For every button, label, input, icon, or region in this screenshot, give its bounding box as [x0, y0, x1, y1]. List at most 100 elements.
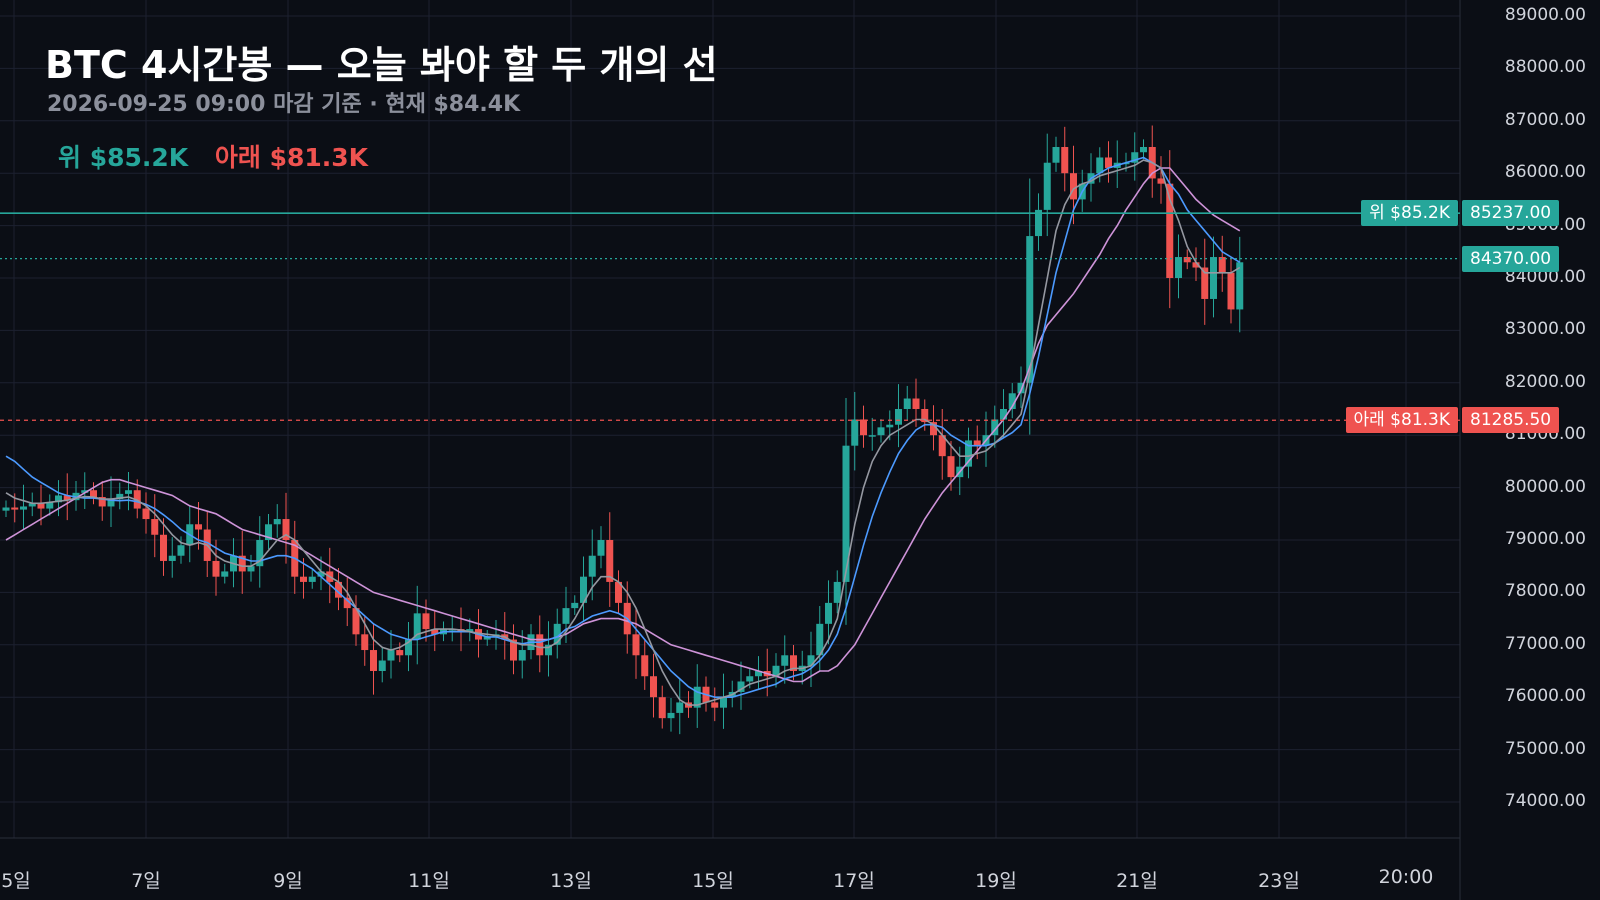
candle-body — [168, 555, 176, 561]
y-tick-label: 89000.00 — [1504, 5, 1586, 25]
candle-body — [212, 560, 220, 577]
x-tick-label: 5일 — [1, 870, 31, 892]
candle-body — [142, 508, 150, 520]
candle-body — [1157, 178, 1165, 184]
candle-body — [615, 581, 622, 603]
x-tick-label: 23일 — [1258, 870, 1300, 892]
candle-body — [947, 456, 955, 478]
price-line-label-lower: 아래 $81.3K — [1345, 407, 1458, 434]
x-tick-label: 21일 — [1116, 870, 1158, 892]
candle-body — [1052, 147, 1060, 163]
candle-body — [930, 422, 937, 436]
candle-body — [1227, 272, 1235, 310]
y-tick-label: 82000.00 — [1504, 371, 1586, 392]
candle-body — [851, 419, 859, 446]
y-tick-label: 83000.00 — [1504, 319, 1586, 340]
candle-body — [580, 576, 587, 603]
candle-body — [938, 435, 946, 457]
y-tick-label: 86000.00 — [1504, 162, 1586, 183]
y-tick-label: 87000.00 — [1504, 109, 1586, 130]
x-tick-label: 9일 — [273, 870, 303, 892]
y-tick-label: 76000.00 — [1504, 686, 1586, 707]
candle-body — [720, 697, 727, 708]
candle-body — [658, 697, 666, 719]
candle-body — [588, 555, 596, 577]
candle-body — [1218, 257, 1226, 273]
price-value-tag-current: 84370.00 — [1462, 245, 1560, 272]
x-tick-label: 17일 — [833, 870, 875, 892]
candle-body — [693, 686, 701, 708]
x-tick-label: 20:00 — [1378, 866, 1434, 888]
candle-body — [1026, 236, 1034, 383]
candle-body — [553, 623, 561, 645]
candle-body — [1201, 267, 1209, 299]
candle-body — [177, 545, 185, 556]
y-tick-label: 88000.00 — [1504, 57, 1586, 78]
candle-body — [55, 495, 62, 503]
candle-body — [1105, 157, 1112, 168]
candle-body — [711, 702, 719, 708]
level-legend: 위 $85.2K 아래 $81.3K — [58, 138, 368, 174]
candle-body — [98, 497, 106, 507]
candle-body — [571, 602, 579, 609]
candle-body — [405, 639, 412, 656]
candle-body — [265, 524, 272, 540]
candle-body — [895, 409, 902, 425]
candle-body — [1008, 393, 1016, 409]
candle-body — [807, 655, 815, 666]
candle-body — [431, 629, 439, 635]
candle-body — [676, 702, 684, 713]
candle-body — [545, 644, 552, 656]
candle-body — [650, 676, 657, 698]
candle-body — [781, 655, 789, 666]
candle-body — [510, 639, 517, 661]
x-tick-label: 13일 — [550, 870, 592, 892]
candle-body — [606, 540, 614, 582]
ma-mid-line — [5, 156, 1241, 699]
candle-body — [221, 571, 229, 577]
candle-body — [1000, 409, 1007, 420]
y-tick-label: 79000.00 — [1504, 529, 1586, 549]
candle-body — [1070, 173, 1077, 200]
candle-body — [1192, 262, 1200, 268]
candle-body — [125, 490, 132, 494]
candle-body — [1017, 382, 1025, 394]
y-tick-label: 80000.00 — [1504, 476, 1586, 497]
price-line-label-upper: 위 $85.2K — [1361, 200, 1458, 227]
candle-body — [308, 576, 316, 582]
candle-body — [63, 495, 71, 501]
candle-body — [1035, 209, 1042, 237]
candle-body — [860, 419, 867, 436]
candle-body — [912, 398, 920, 409]
candle-body — [903, 398, 911, 409]
candle-body — [816, 623, 824, 656]
candle-body — [195, 524, 202, 530]
price-value-tag-lower: 81285.50 — [1462, 407, 1560, 434]
candle-body — [370, 650, 377, 671]
candle-body — [256, 540, 264, 567]
price-value-tag-upper: 85237.00 — [1462, 200, 1560, 227]
ma-fast-line — [5, 159, 1241, 706]
y-tick-label: 75000.00 — [1504, 738, 1586, 759]
legend-upper: 위 $85.2K — [58, 143, 189, 172]
candle-body — [2, 507, 10, 511]
y-tick-label: 78000.00 — [1504, 581, 1586, 602]
chart-subtitle: 2026-09-25 09:00 마감 기준 · 현재 $84.4K — [47, 92, 521, 117]
candle-body — [116, 493, 124, 500]
candle-body — [1210, 257, 1217, 299]
candle-body — [422, 613, 430, 630]
candle-body — [973, 440, 981, 446]
candle-body — [833, 581, 841, 603]
candle-body — [387, 650, 395, 661]
candle-body — [378, 660, 386, 671]
candle-body — [772, 665, 780, 677]
candle-body — [46, 502, 54, 509]
candle-body — [868, 435, 876, 437]
chart-title: BTC 4시간봉 — 오늘 봐야 할 두 개의 선 — [45, 43, 718, 87]
candle-body — [991, 419, 999, 436]
y-tick-label: 77000.00 — [1504, 633, 1586, 654]
candle-body — [160, 534, 167, 561]
candle-body — [1166, 183, 1174, 278]
